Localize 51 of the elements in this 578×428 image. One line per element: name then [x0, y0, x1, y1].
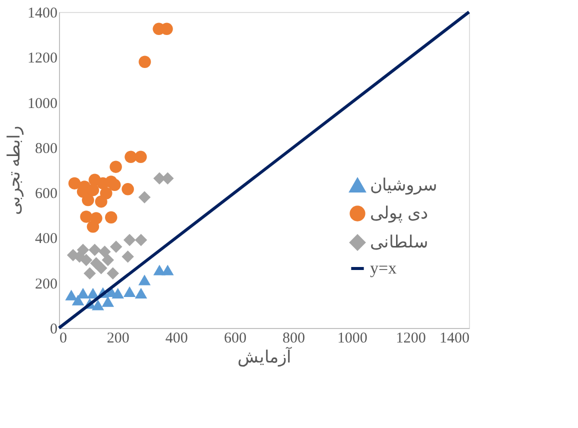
point — [92, 300, 104, 310]
legend-label: سلطانی — [370, 232, 428, 252]
point — [98, 246, 111, 258]
point — [102, 296, 114, 307]
legend-label: y=x — [370, 258, 398, 278]
point — [122, 183, 134, 196]
point — [86, 220, 100, 233]
point — [88, 244, 101, 256]
point — [134, 234, 148, 246]
y-tick-label: 1400 — [28, 6, 58, 22]
point — [86, 288, 100, 299]
point — [122, 250, 134, 263]
y-tick-label: 1200 — [28, 50, 58, 67]
point — [65, 290, 78, 300]
point — [108, 178, 121, 192]
x-tick-label: 1000 — [337, 330, 368, 346]
point — [105, 211, 118, 224]
legend-label: دی پولی — [370, 204, 428, 224]
point — [162, 264, 174, 276]
point — [138, 56, 151, 68]
y-axis-title: رابطه تجربی — [4, 126, 24, 216]
x-tick-label: 200 — [106, 330, 130, 346]
point — [84, 267, 96, 280]
x-tick-label: 400 — [165, 330, 188, 346]
point — [106, 267, 120, 280]
y-tick-label: 1000 — [28, 96, 58, 112]
point — [68, 177, 81, 190]
point — [134, 288, 148, 299]
x-tick-label: 600 — [224, 330, 246, 346]
y-tick-label: 200 — [35, 276, 58, 292]
point — [76, 244, 90, 256]
point — [72, 294, 84, 306]
x-tick-label: 1200 — [396, 330, 426, 346]
point — [123, 286, 136, 297]
point — [100, 187, 112, 200]
point — [110, 240, 122, 253]
point — [95, 262, 108, 274]
point — [102, 254, 114, 266]
point — [123, 234, 136, 246]
point — [134, 150, 147, 164]
y-tick-label: 800 — [35, 140, 58, 157]
y-tick-label: 400 — [35, 231, 58, 248]
point — [110, 160, 122, 173]
x-axis-title: آزمایش — [238, 346, 292, 368]
point — [112, 288, 124, 299]
point — [138, 191, 151, 204]
x-tick-label: 800 — [282, 330, 306, 346]
legend-label: سروشیان — [370, 176, 437, 196]
y-tick-label: 600 — [35, 186, 58, 202]
x-tick-label: 1400 — [440, 330, 470, 346]
point — [138, 274, 151, 286]
